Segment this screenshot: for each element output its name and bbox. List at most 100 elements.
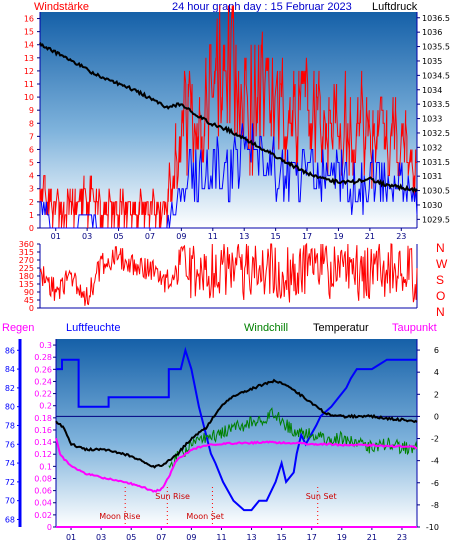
hour-tick-label: 05: [113, 232, 123, 241]
temp-tick-label: 2: [434, 390, 439, 399]
rain-tick-label: 0: [47, 523, 52, 532]
luftdruck-tick-label: 1032: [422, 143, 442, 152]
hour-tick-label: 03: [82, 232, 92, 241]
luftfeuchte-label: Luftfeuchte: [66, 322, 120, 334]
hour-tick-label: 01: [51, 232, 61, 241]
direction-letter-n-top: N: [436, 241, 445, 255]
chart-title: 24 hour graph day : 15 Februar 2023: [172, 1, 352, 13]
direction-series-line: [39, 242, 418, 306]
rain-tick-label: 0.24: [34, 377, 52, 386]
windstaerke-label: Windstärke: [34, 1, 89, 13]
hour-tick-label: 17: [307, 533, 317, 542]
direction-letter-n-bottom: N: [436, 305, 445, 319]
humidity-tick-label: 86: [5, 346, 15, 355]
rain-tick-label: 0.06: [34, 487, 52, 496]
temp-tick-label: 0: [434, 412, 439, 421]
temp-tick-label: -10: [426, 523, 439, 532]
direction-letters: N W S O N: [436, 241, 448, 319]
rain-tick-label: 0.04: [34, 499, 52, 508]
luftdruck-tick-label: 1033: [422, 115, 442, 124]
luftdruck-tick-label: 1030.5: [422, 187, 450, 196]
direction-tick-label: 135: [19, 280, 34, 289]
windstaerke-tick-label: 6: [29, 145, 34, 154]
regen-label: Regen: [2, 322, 34, 334]
temperatur-label: Temperatur: [313, 322, 369, 334]
luftdruck-tick-label: 1029.5: [422, 215, 450, 224]
humidity-tick-label: 82: [5, 384, 15, 393]
direction-letter-s: S: [436, 273, 444, 287]
dewpoint-series-line: [55, 437, 418, 493]
hour-tick-label: 17: [302, 232, 312, 241]
hour-tick-label: 15: [277, 533, 287, 542]
windstaerke-tick-label: 4: [29, 172, 34, 181]
windstaerke-tick-label: 14: [24, 41, 34, 50]
windstaerke-tick-label: 13: [24, 54, 34, 63]
direction-tick-label: 270: [19, 256, 34, 265]
hour-tick-label: 01: [66, 533, 76, 542]
luftdruck-tick-label: 1036: [422, 28, 442, 37]
windchill-series-line: [168, 407, 418, 469]
temp-tick-label: -8: [431, 501, 439, 510]
hour-tick-label: 09: [176, 232, 186, 241]
direction-tick-label: 180: [19, 272, 34, 281]
windchill-label: Windchill: [244, 322, 288, 334]
temp-tick-label: -6: [431, 479, 439, 488]
hour-tick-label: 19: [333, 232, 343, 241]
rain-tick-label: 0.12: [34, 450, 52, 459]
humidity-tick-label: 72: [5, 478, 15, 487]
rain-tick-label: 0.18: [34, 414, 52, 423]
rain-tick-label: 0.28: [34, 353, 52, 362]
humidity-tick-label: 70: [5, 497, 15, 506]
hour-tick-label: 19: [337, 533, 347, 542]
temp-tick-label: 6: [434, 346, 439, 355]
hour-tick-label: 07: [145, 232, 155, 241]
rain-tick-label: 0.2: [39, 402, 52, 411]
pressure-series-line: [39, 42, 418, 194]
windstaerke-tick-label: 3: [29, 185, 34, 194]
hour-tick-label: 09: [186, 533, 196, 542]
humidity-tick-label: 74: [5, 459, 15, 468]
rain-tick-label: 0.26: [34, 365, 52, 374]
annotation-label: Sun Rise: [155, 492, 190, 501]
hour-tick-label: 11: [216, 533, 226, 542]
bottom-plot-area: [56, 339, 417, 527]
humidity-tick-label: 80: [5, 403, 15, 412]
humidity-series-line: [56, 346, 417, 512]
luftdruck-tick-label: 1032.5: [422, 129, 450, 138]
windstaerke-tick-label: 2: [29, 198, 34, 207]
bottom-panel-marks: 68 70 72 74 76 78 80 82 84 86 0 0.02 0.04 0.06 0.08 0.1…: [5, 341, 439, 542]
direction-letter-o: O: [436, 289, 445, 303]
temp-tick-label: 4: [434, 368, 439, 377]
direction-tick-label: 90: [24, 288, 34, 297]
annotation-label: Moon Rise: [99, 512, 140, 521]
direction-letter-w: W: [436, 257, 448, 271]
rain-tick-label: 0.3: [39, 341, 52, 350]
windstaerke-tick-label: 7: [29, 132, 34, 141]
temp-tick-label: -2: [431, 435, 439, 444]
hour-tick-label: 05: [126, 533, 136, 542]
rain-tick-label: 0.08: [34, 474, 52, 483]
rain-tick-label: 0.02: [34, 511, 52, 520]
luftdruck-tick-label: 1031: [422, 172, 442, 181]
luftdruck-tick-label: 1034: [422, 86, 442, 95]
direction-tick-label: 360: [19, 240, 34, 249]
hour-tick-label: 21: [365, 232, 375, 241]
hour-tick-label: 13: [239, 232, 249, 241]
humidity-tick-label: 84: [5, 365, 15, 374]
luftdruck-tick-label: 1030: [422, 201, 442, 210]
hour-tick-label: 11: [208, 232, 218, 241]
hour-tick-label: 15: [271, 232, 281, 241]
top-panel-marks: 0123456789101112131415161029.510301030.5…: [24, 5, 450, 241]
windstaerke-tick-label: 0: [29, 224, 34, 233]
hour-tick-label: 13: [246, 533, 256, 542]
rain-tick-label: 0.1: [39, 462, 52, 471]
windstaerke-tick-label: 15: [24, 28, 34, 37]
windstaerke-tick-label: 1: [29, 211, 34, 220]
direction-tick-label: 315: [19, 248, 34, 257]
windstaerke-tick-label: 12: [24, 67, 34, 76]
luftdruck-tick-label: 1033.5: [422, 100, 450, 109]
direction-tick-label: 225: [19, 264, 34, 273]
hour-tick-label: 03: [96, 533, 106, 542]
windstaerke-tick-label: 10: [24, 93, 34, 102]
